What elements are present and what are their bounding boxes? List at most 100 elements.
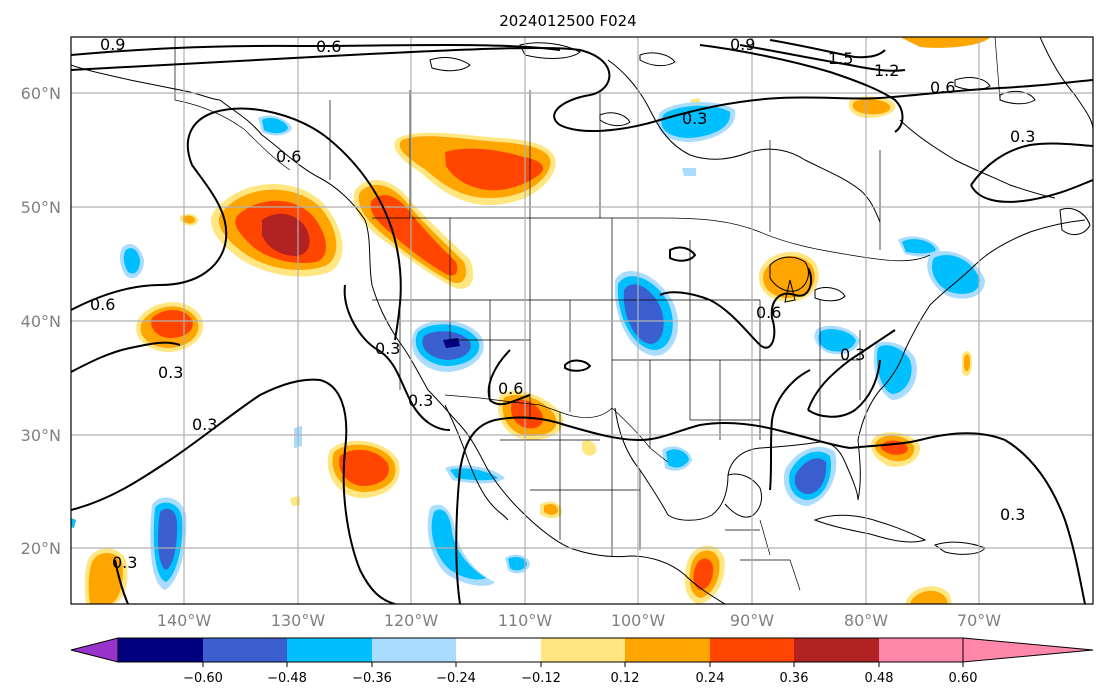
contour-line	[343, 284, 451, 431]
contour-line	[71, 341, 181, 373]
border-mexico-states	[500, 408, 641, 556]
negative-anomaly-northeast	[898, 236, 985, 299]
negative-anomaly-pacific-south	[119, 244, 187, 590]
contour-label: 0.3	[840, 345, 865, 364]
contour-label: 1.5	[828, 49, 853, 68]
lon-label-120w: 120°W	[384, 611, 439, 630]
colorbar-labels: −0.60 −0.48 −0.36 −0.24 −0.12 0.12 0.24 …	[183, 671, 977, 686]
contour-line	[487, 349, 531, 406]
positive-anomaly-central-america	[684, 545, 725, 604]
colorbar-segment	[203, 638, 287, 662]
gridlines	[71, 37, 1093, 604]
negative-anomaly-plains	[614, 270, 679, 356]
lat-label-40n: 40°N	[21, 312, 61, 331]
coastline-east	[857, 219, 1086, 501]
lat-label-50n: 50°N	[21, 198, 61, 217]
map-area: 0.9 0.6 0.6 0.6 0.3 0.3 0.3 0.3 0.3 0.3 …	[71, 35, 1093, 604]
coastlines	[71, 37, 1093, 604]
colorbar-label: −0.48	[267, 671, 307, 686]
positive-anomaly-offshore-baja	[327, 440, 400, 498]
positive-anomaly-caribbean	[905, 586, 952, 604]
contour-lines	[71, 39, 1093, 604]
contour-line	[699, 44, 904, 133]
contour-line	[659, 267, 813, 349]
contour-line	[669, 246, 697, 262]
contour-label: 0.6	[90, 295, 115, 314]
colorbar-label: 0.12	[611, 671, 640, 686]
coastline-arctic-islands	[429, 42, 1036, 127]
colorbar-segment	[372, 638, 456, 662]
coastline-great-lakes	[769, 256, 846, 303]
colorbar-segment	[794, 638, 879, 662]
colorbar-label: −0.24	[436, 671, 476, 686]
colorbar-ticks	[202, 662, 964, 667]
colorbar-extend-max	[962, 637, 1094, 663]
positive-anomaly-northern-canada	[848, 37, 990, 118]
contour-line	[769, 369, 811, 491]
contour-label: 0.3	[682, 109, 707, 128]
border-alaska-canada	[174, 37, 291, 171]
political-borders	[174, 37, 1001, 591]
lon-label-130w: 130°W	[271, 611, 326, 630]
contour-label: 0.3	[158, 363, 183, 382]
lon-label-80w: 80°W	[844, 611, 888, 630]
contour-label: 0.9	[100, 35, 125, 54]
latitude-labels: 60°N 50°N 40°N 30°N 20°N	[21, 84, 61, 558]
contour-line	[564, 359, 592, 372]
contour-line	[970, 142, 1093, 186]
contour-line	[455, 416, 851, 604]
contour-line	[849, 432, 1086, 604]
colorbar-segment	[879, 638, 963, 662]
contour-label: 0.6	[316, 37, 341, 56]
negative-anomaly-gulf	[783, 446, 837, 506]
contour-label: 0.9	[730, 35, 755, 54]
negative-anomaly-great-basin	[411, 320, 484, 372]
contour-label: 0.6	[276, 147, 301, 166]
coastline-cuba	[813, 514, 927, 543]
colorbar-label: 0.48	[865, 671, 894, 686]
lon-label-100w: 100°W	[611, 611, 666, 630]
colorbar-segment	[710, 638, 794, 662]
lat-label-30n: 30°N	[21, 426, 61, 445]
contour-label: 0.3	[192, 415, 217, 434]
positive-anomaly-canadian-prairies	[394, 132, 556, 205]
contour-line	[769, 39, 886, 59]
lon-label-70w: 70°W	[957, 611, 1001, 630]
colorbar-label: −0.60	[183, 671, 223, 686]
lon-label-110w: 110°W	[498, 611, 553, 630]
coastline-baja	[444, 404, 509, 521]
border-us-mexico	[444, 394, 669, 463]
lat-label-20n: 20°N	[21, 539, 61, 558]
contour-label: 1.2	[874, 61, 899, 80]
contour-line	[807, 329, 896, 411]
border-greenland	[994, 37, 1001, 101]
border-canada-us	[372, 217, 931, 262]
colorbar-extend-min	[70, 637, 119, 663]
contour-label: 0.3	[408, 391, 433, 410]
positive-anomaly-northern-mexico	[497, 391, 564, 440]
coastline-gulf-of-mexico	[614, 407, 859, 521]
colorbar-segment	[541, 638, 625, 662]
contour-line	[71, 107, 402, 341]
contour-label: 0.6	[930, 78, 955, 97]
contour-line	[739, 44, 906, 72]
colorbar: −0.60 −0.48 −0.36 −0.24 −0.12 0.12 0.24 …	[70, 637, 1094, 686]
coastline-newfoundland	[1059, 207, 1091, 236]
contour-line	[71, 378, 396, 604]
colorbar-label: 0.60	[949, 671, 978, 686]
border-states	[372, 218, 861, 448]
contour-line	[114, 559, 129, 604]
colorbar-label: −0.12	[521, 671, 561, 686]
coastline-hudson-bay	[607, 59, 881, 223]
colorbar-label: 0.24	[696, 671, 725, 686]
map-title: 2024012500 F024	[499, 12, 636, 30]
colorbar-segment	[287, 638, 372, 662]
contour-line	[71, 46, 1093, 132]
colorbar-segment	[118, 638, 203, 662]
shaded-fields	[71, 37, 990, 604]
contour-line	[807, 359, 881, 418]
border-central-america	[725, 519, 801, 591]
colorbar-label: 0.36	[780, 671, 809, 686]
lat-label-60n: 60°N	[21, 84, 61, 103]
